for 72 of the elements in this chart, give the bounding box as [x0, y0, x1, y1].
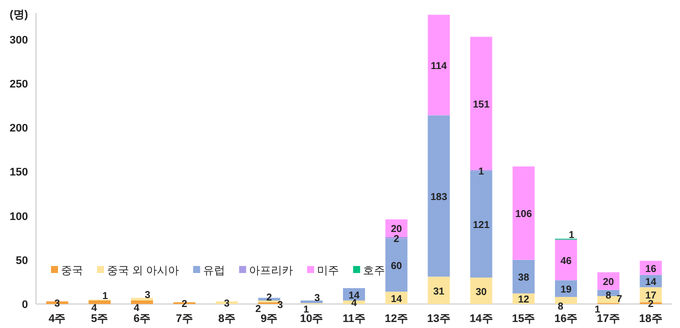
bar	[428, 276, 450, 304]
x-tick-label: 9주	[260, 313, 278, 325]
data-label: 20	[390, 224, 402, 236]
y-tick-label: 150	[10, 166, 28, 179]
bar	[512, 166, 535, 260]
x-tick-label: 11주	[342, 313, 366, 325]
y-tick-label: 300	[10, 34, 28, 46]
data-label: 3	[277, 300, 284, 312]
y-tick-label: 250	[10, 78, 28, 91]
x-tick-label: 4주	[48, 313, 66, 325]
legend-label: 중국	[61, 265, 83, 277]
data-label: 1	[568, 230, 575, 242]
data-label: 31	[433, 286, 445, 298]
data-label: 30	[476, 286, 488, 298]
data-label: 16	[645, 264, 657, 275]
data-label: 60	[390, 261, 402, 272]
data-label: 14	[645, 277, 657, 288]
data-label: 106	[515, 209, 532, 220]
data-label: 20	[602, 277, 614, 288]
legend-label: 호주	[363, 265, 386, 277]
x-tick-label: 17주	[596, 313, 620, 325]
y-tick-label: 200	[10, 122, 28, 135]
legend-label: 유럽	[203, 265, 226, 277]
bar	[428, 115, 450, 277]
bar	[554, 240, 578, 280]
legend-label: 아프리카	[249, 265, 294, 277]
legend-label: 미주	[317, 265, 340, 277]
data-label: 1	[102, 291, 108, 302]
data-label: 19	[560, 284, 572, 296]
data-label: 183	[430, 192, 448, 203]
x-tick-label: 12주	[384, 313, 408, 325]
data-label: 8	[558, 301, 564, 312]
x-tick-label: 18주	[639, 313, 662, 325]
legend-label: 중국 외 아시아	[107, 265, 180, 277]
data-label: 3	[224, 298, 230, 310]
data-label: 38	[518, 272, 530, 284]
bar	[130, 300, 154, 304]
bar	[130, 298, 154, 300]
data-label: 114	[430, 61, 448, 72]
x-tick-label: 14주	[470, 313, 493, 325]
bar	[428, 14, 450, 116]
data-label: 2	[394, 234, 400, 245]
data-label: 46	[560, 256, 572, 267]
data-label: 4	[351, 298, 358, 310]
x-tick-label: 10주	[300, 313, 324, 325]
bar	[554, 296, 578, 304]
bar	[470, 278, 492, 304]
bar	[512, 260, 535, 294]
x-tick-label: 5주	[91, 313, 108, 325]
bar	[88, 300, 111, 304]
data-label: 14	[390, 294, 402, 305]
data-label: 3	[144, 290, 151, 302]
data-label: 8	[606, 290, 612, 302]
y-tick-label: 0	[22, 299, 28, 311]
x-tick-label: 15주	[512, 313, 536, 325]
x-tick-label: 8주	[218, 313, 236, 325]
data-label: 7	[616, 294, 623, 305]
data-label: 2	[255, 304, 262, 316]
y-tick-label: 50	[16, 254, 28, 267]
data-label: 4	[91, 303, 98, 314]
data-label: 3	[314, 292, 320, 304]
x-tick-label: 7주	[176, 313, 193, 325]
data-label: 12	[518, 294, 530, 306]
x-tick-label: 13주	[427, 313, 450, 325]
data-label: 121	[472, 220, 490, 232]
data-label: 151	[472, 99, 490, 110]
data-label: 4	[134, 303, 140, 314]
x-tick-label: 6주	[133, 313, 151, 325]
y-axis-title: (명)	[10, 9, 28, 21]
data-label: 2	[266, 292, 272, 304]
y-tick-label: 100	[10, 210, 28, 223]
x-tick-label: 16주	[554, 313, 578, 325]
